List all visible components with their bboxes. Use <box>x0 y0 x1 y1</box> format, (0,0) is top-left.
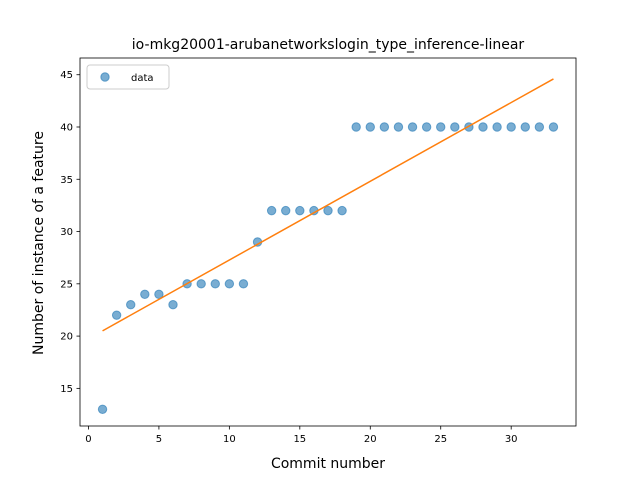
y-axis: 15 20 25 30 35 40 45 <box>60 70 80 395</box>
y-tick-label: 45 <box>60 70 73 81</box>
data-point <box>379 122 390 132</box>
data-point <box>281 205 291 216</box>
legend-label: data <box>131 73 154 84</box>
data-point <box>266 205 277 216</box>
data-point <box>492 122 502 132</box>
data-point <box>365 122 375 132</box>
chart-title: io-mkg20001-arubanetworkslogin_type_infe… <box>132 37 525 53</box>
data-point <box>436 122 446 132</box>
data-point <box>534 122 545 132</box>
data-point <box>111 310 122 320</box>
data-point <box>126 300 136 310</box>
x-tick-label: 15 <box>293 434 306 445</box>
fit-line <box>102 78 554 332</box>
x-tick-label: 30 <box>505 434 518 445</box>
y-tick-label: 30 <box>60 227 73 238</box>
data-point <box>97 404 108 414</box>
data-point <box>421 122 432 132</box>
data-point <box>351 122 361 132</box>
x-tick-label: 5 <box>156 434 162 445</box>
y-tick-label: 20 <box>60 332 73 343</box>
x-tick-label: 0 <box>85 434 91 445</box>
x-tick-label: 10 <box>223 434 236 445</box>
data-point <box>478 122 488 132</box>
plot-area <box>79 57 577 427</box>
y-tick-label: 25 <box>60 279 73 290</box>
data-point <box>407 122 418 132</box>
y-tick-label: 15 <box>60 384 73 395</box>
data-point <box>393 122 404 132</box>
x-tick-label: 25 <box>434 434 447 445</box>
y-tick-label: 40 <box>60 123 73 134</box>
data-point <box>295 205 305 216</box>
data-point <box>238 279 249 289</box>
y-tick-label: 35 <box>60 175 73 186</box>
axes-frame <box>79 57 577 427</box>
data-point <box>168 300 178 310</box>
data-point <box>140 289 150 299</box>
data-point <box>337 205 347 216</box>
x-axis-label: Commit number <box>271 456 385 472</box>
data-point <box>548 122 559 132</box>
legend-box <box>86 64 170 90</box>
data-point <box>210 279 220 289</box>
x-axis: 0 5 10 15 20 25 30 <box>85 426 518 445</box>
data-point <box>196 279 206 289</box>
data-point <box>323 205 333 216</box>
y-axis-label: Number of instance of a feature <box>31 131 47 355</box>
data-point <box>154 289 164 299</box>
legend-marker <box>100 72 110 82</box>
legend: data <box>86 64 170 90</box>
data-point <box>224 279 235 289</box>
data-point <box>506 122 516 132</box>
x-tick-label: 20 <box>364 434 377 445</box>
data-point <box>520 122 530 132</box>
data-point <box>450 122 460 132</box>
